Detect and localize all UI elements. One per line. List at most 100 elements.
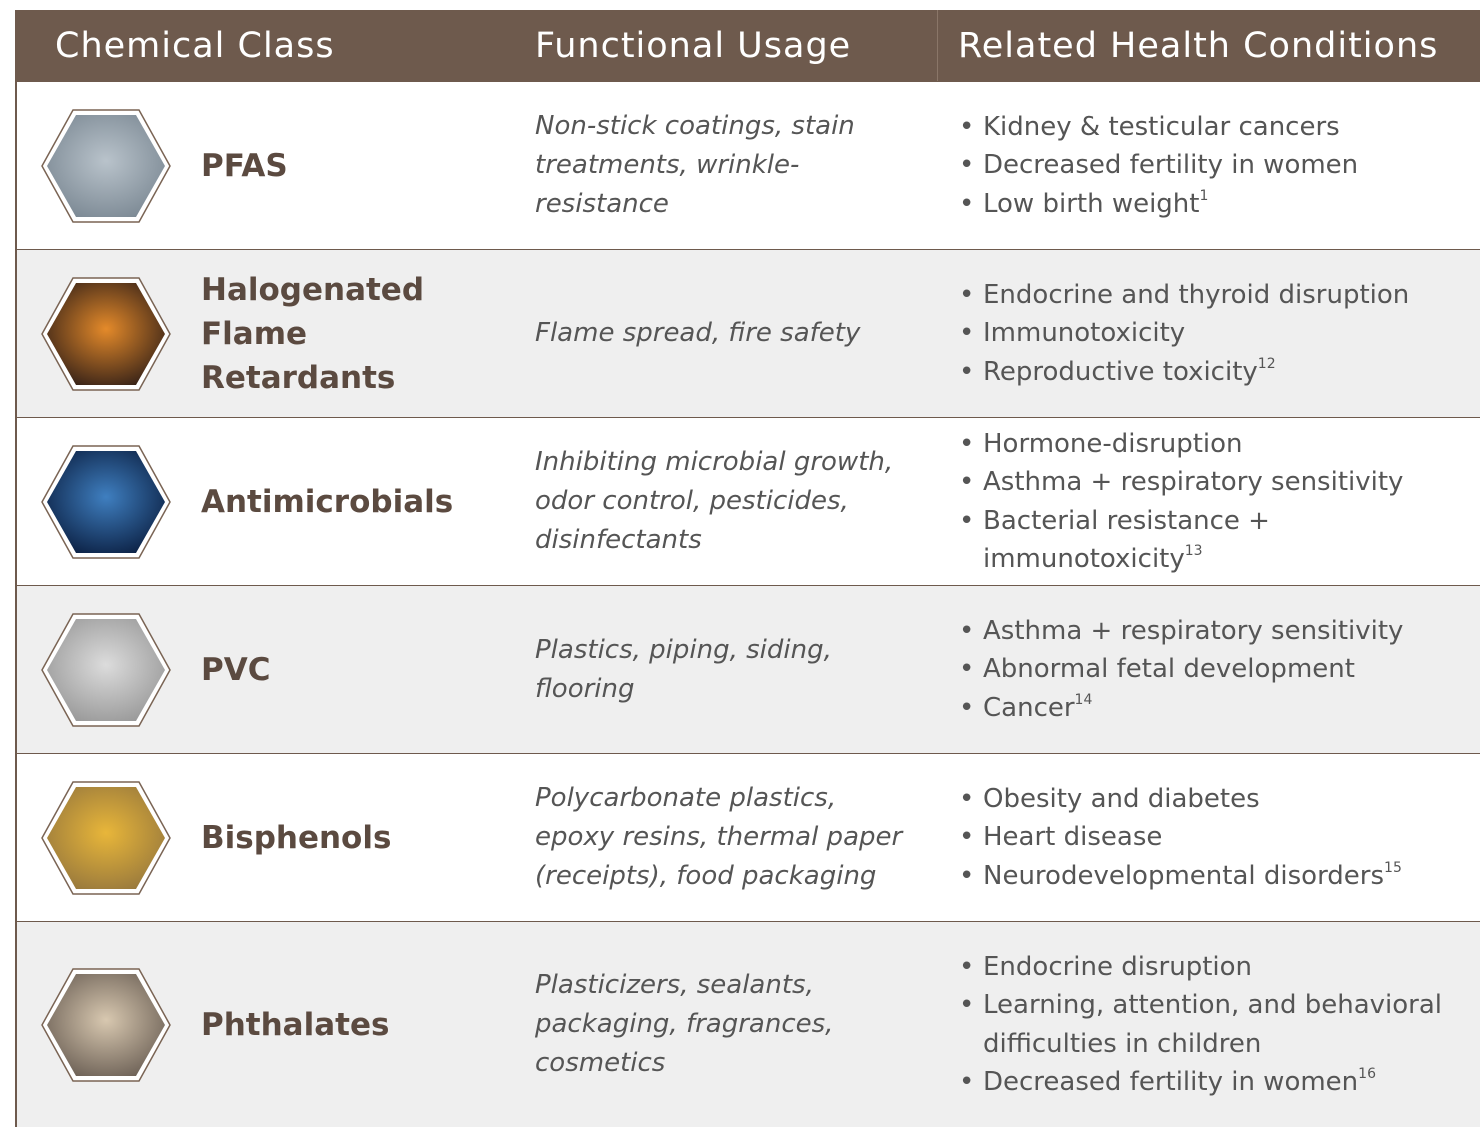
health-condition: Reproductive toxicity12	[959, 353, 1409, 392]
health-condition: Learning, attention, and behavioral diff…	[959, 986, 1480, 1063]
functional-usage-cell: Plastics, piping, siding, flooring	[517, 586, 937, 753]
hexagon-image	[47, 973, 165, 1076]
reference-number: 14	[1074, 691, 1093, 708]
health-condition: Asthma + respiratory sensitivity	[959, 463, 1480, 502]
health-conditions-list: Endocrine disruption Learning, attention,…	[957, 948, 1480, 1102]
table-row: Halogenated Flame Retardants Flame spread…	[17, 249, 1480, 417]
health-condition: Immunotoxicity	[959, 314, 1409, 353]
reference-number: 1	[1199, 187, 1209, 204]
functional-usage-cell: Non-stick coatings, stain treatments, wr…	[517, 82, 937, 249]
health-conditions-cell: Obesity and diabetes Heart disease Neurode…	[937, 754, 1480, 921]
table-row: PVC Plastics, piping, siding, flooring Ast…	[17, 585, 1480, 753]
reference-number: 16	[1358, 1066, 1376, 1082]
health-condition: Decreased fertility in women	[959, 146, 1359, 185]
column-header: Related Health Conditions	[937, 10, 1480, 81]
health-condition-text: Decreased fertility in women	[983, 150, 1359, 181]
health-condition-text: Hormone-disruption	[983, 428, 1243, 459]
reference-number: 12	[1257, 355, 1276, 372]
table-row: Phthalates Plasticizers, sealants, packag…	[17, 921, 1480, 1127]
health-condition: Heart disease	[959, 818, 1402, 857]
chemical-class-cell: Halogenated Flame Retardants	[17, 250, 517, 417]
reference-number: 15	[1384, 859, 1402, 876]
column-header: Chemical Class	[55, 25, 335, 66]
health-condition: Low birth weight1	[959, 185, 1358, 224]
column-header: Functional Usage	[535, 25, 852, 66]
chemical-class-cell: Phthalates	[17, 922, 517, 1127]
health-condition-text: Endocrine and thyroid disruption	[983, 279, 1410, 310]
chemical-class-cell: Bisphenols	[17, 754, 517, 921]
health-condition-text: Immunotoxicity	[983, 318, 1186, 349]
table-row: Bisphenols Polycarbonate plastics, epoxy …	[17, 753, 1480, 921]
health-condition-text: Low birth weight	[983, 188, 1200, 219]
table-row: PFAS Non-stick coatings, stain treatments…	[17, 81, 1480, 249]
health-condition-text: Bacterial resistance + immunotoxicity	[983, 505, 1270, 575]
health-condition-text: Heart disease	[983, 822, 1163, 853]
table-row: Antimicrobials Inhibiting microbial growt…	[17, 417, 1480, 585]
functional-usage: Flame spread, fire safety	[535, 318, 861, 348]
hexagon-icon	[41, 780, 171, 895]
health-condition: Hormone-disruption	[959, 425, 1480, 464]
health-condition: Kidney & testicular cancers	[959, 108, 1358, 147]
health-condition: Endocrine disruption	[959, 948, 1480, 987]
health-conditions-cell: Kidney & testicular cancers Decreased fer…	[937, 82, 1480, 249]
hexagon-image	[47, 786, 165, 889]
table: Chemical Class Functional Usage Related …	[15, 10, 1480, 1127]
reference-number: 13	[1184, 543, 1203, 559]
health-conditions-list: Obesity and diabetes Heart disease Neurode…	[957, 780, 1402, 896]
health-condition: Asthma + respiratory sensitivity	[959, 612, 1404, 651]
health-condition: Neurodevelopmental disorders15	[959, 857, 1402, 896]
chemical-class-name: Phthalates	[201, 1006, 390, 1043]
chemical-class-name: PFAS	[201, 147, 288, 184]
health-condition: Obesity and diabetes	[959, 780, 1402, 819]
functional-usage: Inhibiting microbial growth, odor contro…	[535, 447, 894, 555]
chemical-class-cell: PVC	[17, 586, 517, 753]
health-conditions-list: Endocrine and thyroid disruption Immunoto…	[957, 276, 1409, 392]
hexagon-image	[47, 114, 165, 217]
health-condition-text: Decreased fertility in women	[983, 1067, 1359, 1097]
hexagon-icon	[41, 612, 171, 727]
health-conditions-list: Hormone-disruption Asthma + respiratory s…	[957, 425, 1480, 579]
health-condition-text: Asthma + respiratory sensitivity	[983, 615, 1404, 646]
functional-usage-cell: Flame spread, fire safety	[517, 250, 937, 417]
functional-usage: Non-stick coatings, stain treatments, wr…	[535, 111, 855, 219]
health-condition-text: Cancer	[983, 692, 1075, 723]
chemical-class-name: Halogenated Flame Retardants	[201, 271, 425, 396]
health-conditions-cell: Endocrine and thyroid disruption Immunoto…	[937, 250, 1480, 417]
chemical-class-name: Bisphenols	[201, 819, 392, 856]
health-conditions-cell: Asthma + respiratory sensitivity Abnormal…	[937, 586, 1480, 753]
health-condition-text: Asthma + respiratory sensitivity	[983, 467, 1404, 497]
hexagon-icon	[41, 967, 171, 1082]
chemical-class-name: PVC	[201, 651, 271, 688]
health-condition: Cancer14	[959, 689, 1403, 728]
header-row: Chemical Class Functional Usage Related …	[17, 10, 1480, 81]
health-conditions-cell: Hormone-disruption Asthma + respiratory s…	[937, 418, 1480, 585]
health-conditions-list: Kidney & testicular cancers Decreased fer…	[957, 108, 1358, 224]
health-condition-text: Kidney & testicular cancers	[983, 111, 1340, 142]
health-condition-text: Abnormal fetal development	[983, 654, 1355, 685]
hexagon-icon	[41, 444, 171, 559]
health-conditions-list: Asthma + respiratory sensitivity Abnormal…	[957, 612, 1403, 728]
health-condition: Abnormal fetal development	[959, 650, 1403, 689]
functional-usage: Polycarbonate plastics, epoxy resins, th…	[535, 783, 903, 891]
health-condition-text: Reproductive toxicity	[983, 356, 1258, 387]
health-condition-text: Neurodevelopmental disorders	[983, 860, 1385, 891]
hexagon-image	[47, 450, 165, 553]
health-condition: Bacterial resistance + immunotoxicity13	[959, 502, 1480, 579]
hexagon-image	[47, 282, 165, 385]
health-condition: Decreased fertility in women16	[959, 1063, 1480, 1102]
functional-usage-cell: Plasticizers, sealants, packaging, fragr…	[517, 922, 937, 1127]
chemical-class-name: Antimicrobials	[201, 483, 454, 520]
chemical-class-cell: PFAS	[17, 82, 517, 249]
health-condition-text: Obesity and diabetes	[983, 783, 1260, 814]
health-condition-text: Endocrine disruption	[983, 951, 1253, 982]
functional-usage-cell: Polycarbonate plastics, epoxy resins, th…	[517, 754, 937, 921]
health-condition: Endocrine and thyroid disruption	[959, 276, 1410, 315]
functional-usage: Plasticizers, sealants, packaging, fragr…	[535, 970, 834, 1078]
hexagon-icon	[41, 108, 171, 223]
chemical-class-cell: Antimicrobials	[17, 418, 517, 585]
hexagon-image	[47, 618, 165, 721]
health-conditions-cell: Endocrine disruption Learning, attention,…	[937, 922, 1480, 1127]
hexagon-icon	[41, 276, 171, 391]
functional-usage-cell: Inhibiting microbial growth, odor contro…	[517, 418, 937, 585]
